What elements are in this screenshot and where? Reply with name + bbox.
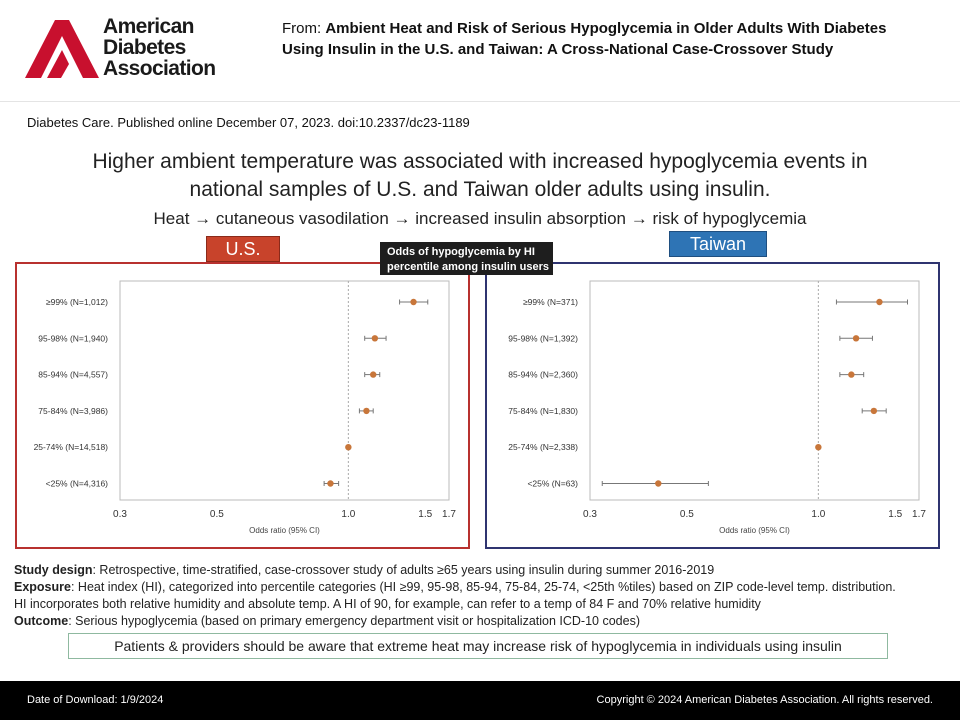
- category-label: 85-94% (N=2,360): [508, 370, 578, 380]
- category-label: <25% (N=63): [527, 479, 578, 489]
- exposure-line: Exposure: Heat index (HI), categorized i…: [14, 579, 944, 596]
- logo-line: Association: [103, 57, 216, 80]
- category-label: 95-98% (N=1,940): [38, 333, 108, 343]
- article-heading: From: Ambient Heat and Risk of Serious H…: [282, 18, 907, 60]
- study-design-label: Study design: [14, 563, 93, 577]
- citation: Diabetes Care. Published online December…: [27, 115, 470, 130]
- study-notes: Study design: Retrospective, time-strati…: [14, 562, 944, 630]
- x-tick-label: 1.5: [418, 509, 432, 520]
- odds-ratio-point: [870, 407, 878, 415]
- x-tick-label: 1.5: [888, 509, 902, 520]
- x-tick-label: 1.7: [912, 509, 926, 520]
- taiwan-panel: 0.3 0.5 1.0 1.5 1.7 Odds ratio (95% CI) ≥99% (…: [485, 262, 940, 549]
- header-divider: [0, 101, 960, 102]
- odds-ratio-point: [363, 407, 370, 415]
- category-label: 75-84% (N=3,986): [38, 406, 108, 416]
- category-label: 25-74% (N=14,518): [34, 442, 109, 452]
- article-title[interactable]: Ambient Heat and Risk of Serious Hypogly…: [282, 20, 887, 58]
- us-panel: 0.3 0.5 1.0 1.5 1.7 Odds ratio (95% CI) ≥99% (…: [15, 262, 470, 549]
- category-label: 95-98% (N=1,392): [508, 333, 578, 343]
- x-tick-label: 0.5: [210, 509, 224, 520]
- odds-ratio-point: [848, 371, 855, 378]
- odds-ratio-point: [371, 335, 379, 342]
- category-label: 75-84% (N=1,830): [508, 406, 578, 416]
- plot-frame: [589, 280, 920, 501]
- odds-ratio-point: [345, 444, 352, 451]
- logo-line: Diabetes: [103, 36, 186, 59]
- ada-logo-text: American Diabetes Association: [103, 15, 216, 80]
- category-label: ≥99% (N=1,012): [46, 297, 108, 307]
- ada-logo-icon: [25, 20, 99, 78]
- odds-ratio-point: [852, 335, 860, 342]
- download-date: Date of Download: 1/9/2024: [27, 694, 164, 706]
- x-axis-title: Odds ratio (95% CI): [719, 526, 790, 535]
- figure-title: Higher ambient temperature was associate…: [92, 150, 868, 201]
- x-tick-label: 1.0: [341, 509, 355, 520]
- exposure-text: : Heat index (HI), categorized into perc…: [70, 580, 896, 594]
- from-label: From:: [282, 20, 322, 37]
- footer: Date of Download: 1/9/2024 Copyright © 2…: [0, 681, 960, 720]
- mechanism-text: Heat → cutaneous vasodilation → increase…: [153, 209, 807, 228]
- logo-line: American: [103, 15, 195, 38]
- x-tick-label: 0.3: [583, 509, 597, 520]
- x-tick-label: 1.0: [811, 509, 825, 520]
- category-label: 25-74% (N=2,338): [508, 442, 578, 452]
- us-label: U.S.: [206, 236, 280, 262]
- odds-ratio-point: [876, 298, 883, 306]
- exposure-label: Exposure: [14, 580, 71, 594]
- x-tick-label: 0.5: [680, 509, 694, 520]
- category-label: ≥99% (N=371): [523, 297, 578, 307]
- odds-ratio-point: [410, 298, 417, 306]
- takeaway-box: Patients & providers should be aware tha…: [68, 633, 888, 659]
- odds-ratio-point: [327, 480, 334, 487]
- taiwan-forest-plot: 0.3 0.5 1.0 1.5 1.7 Odds ratio (95% CI) ≥99% (…: [508, 280, 926, 535]
- callout-box: Odds of hypoglycemia by HI percentile am…: [380, 242, 553, 275]
- copyright: Copyright © 2024 American Diabetes Assoc…: [596, 694, 933, 706]
- study-design-line: Study design: Retrospective, time-strati…: [14, 562, 944, 579]
- outcome-label: Outcome: [14, 614, 69, 628]
- x-axis-title: Odds ratio (95% CI): [249, 526, 320, 535]
- x-tick-label: 0.3: [113, 509, 127, 520]
- taiwan-label: Taiwan: [669, 231, 767, 257]
- category-label: <25% (N=4,316): [46, 479, 109, 489]
- exposure-text-2: HI incorporates both relative humidity a…: [14, 597, 761, 611]
- odds-ratio-point: [370, 371, 377, 378]
- category-label: 85-94% (N=4,557): [38, 370, 108, 380]
- outcome-text: : Serious hypoglycemia (based on primary…: [68, 614, 640, 628]
- us-forest-plot: 0.3 0.5 1.0 1.5 1.7 Odds ratio (95% CI) ≥99% (…: [34, 280, 456, 535]
- outcome-line: Outcome: Serious hypoglycemia (based on …: [14, 613, 944, 630]
- x-tick-label: 1.7: [442, 509, 456, 520]
- odds-ratio-point: [815, 444, 822, 451]
- plot-frame: [119, 280, 450, 501]
- study-design-text: : Retrospective, time-stratified, case-c…: [92, 563, 715, 577]
- odds-ratio-point: [655, 480, 662, 487]
